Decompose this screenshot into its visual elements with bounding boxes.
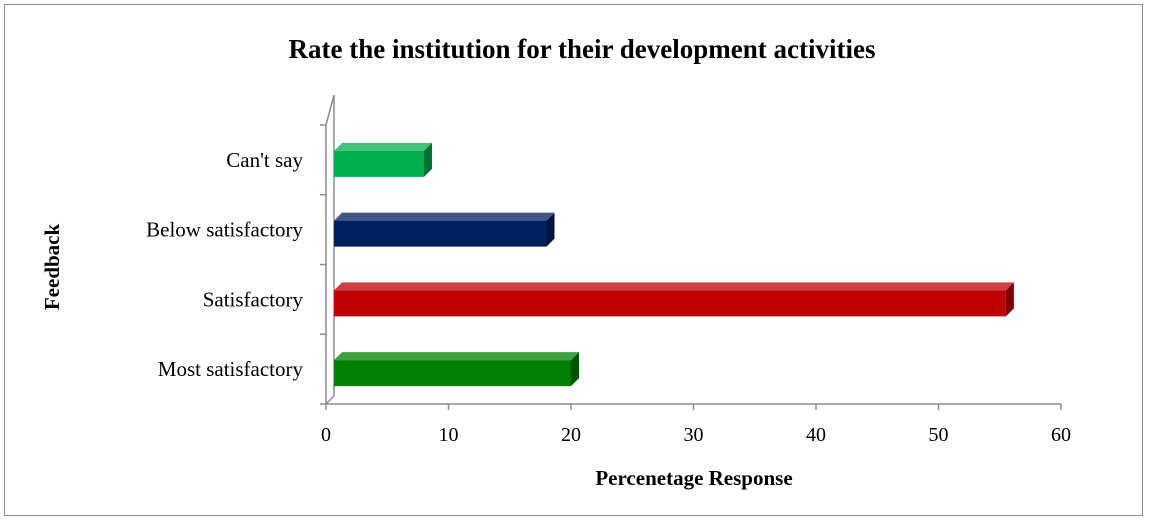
bar-side-face [571,352,579,387]
axes [320,94,1062,410]
floor-corner-edge [325,395,335,405]
y-axis-title: Feedback [40,224,64,311]
chart-title: Rate the institution for their developme… [289,34,876,64]
bars [334,142,1014,387]
bar-side-face [546,212,555,247]
x-tick-label: 0 [321,424,331,446]
bar [334,352,579,387]
bar-front-face [334,150,424,177]
bar-side-face [1005,282,1014,317]
x-tick-label: 20 [561,424,581,446]
x-tick-label: 10 [439,424,459,446]
bar-top-face [334,352,579,361]
x-tick-label: 40 [806,424,826,446]
category-label: Can't say [226,148,303,172]
wall-top-edge [325,94,335,126]
bar [334,212,555,247]
bar-top-face [334,212,555,221]
bar [334,282,1014,317]
category-label: Most satisfactory [158,357,304,381]
bar-front-face [334,220,547,247]
category-label: Below satisfactory [146,218,303,242]
x-tick-labels: 0 10 20 30 40 50 60 [321,424,1071,446]
x-tick-label: 30 [684,424,704,446]
bar [334,142,432,177]
x-tick-label: 50 [929,424,949,446]
bar-top-face [334,142,432,151]
chart-frame [4,4,1143,516]
bar-top-face [334,282,1014,291]
category-label: Satisfactory [203,287,304,311]
x-tick-label: 60 [1051,424,1071,446]
bar-front-face [334,360,571,387]
bar-front-face [334,290,1006,317]
x-axis-title: Percenetage Response [595,466,792,490]
bar-side-face [424,142,432,177]
category-labels: Most satisfactory Satisfactory Below satis… [146,148,303,381]
